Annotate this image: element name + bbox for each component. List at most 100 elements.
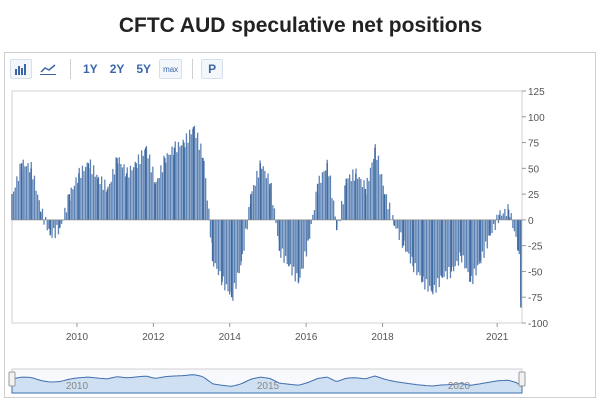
data-bar: [224, 219, 226, 291]
data-bar: [478, 219, 480, 264]
range-1y-button[interactable]: 1Y: [83, 62, 98, 76]
data-point-bar: [211, 219, 214, 262]
data-bar: [64, 207, 66, 220]
chart-title: CFTC AUD speculative net positions: [118, 14, 483, 37]
data-bar: [427, 219, 429, 292]
data-bar: [193, 125, 196, 220]
navigator-handle[interactable]: [518, 371, 526, 387]
data-bar: [513, 219, 516, 232]
data-bar: [352, 169, 354, 220]
data-bar: [257, 177, 260, 220]
data-bar: [14, 187, 16, 220]
data-bar: [366, 177, 368, 220]
print-button[interactable]: P: [201, 59, 224, 79]
data-point-bar: [192, 127, 195, 220]
data-bar: [333, 200, 335, 220]
data-bar: [449, 219, 452, 279]
data-bar: [293, 219, 295, 267]
data-point-bar: [259, 163, 262, 220]
data-bar: [456, 219, 458, 261]
y-tick-label: 75: [528, 139, 540, 150]
data-bar: [281, 219, 284, 249]
data-bar: [104, 179, 106, 220]
data-point-bar: [230, 219, 233, 298]
data-bar: [312, 214, 314, 220]
data-bar: [141, 150, 143, 220]
data-bar: [179, 146, 181, 220]
data-bar: [109, 183, 111, 220]
data-bar: [360, 178, 362, 220]
data-bar: [453, 219, 455, 272]
data-bar: [198, 149, 200, 220]
data-point-bar: [441, 219, 443, 277]
data-bar: [147, 158, 149, 220]
data-bar: [472, 219, 474, 285]
data-bar: [323, 171, 325, 220]
data-point-bar: [402, 219, 405, 246]
data-point-bar: [431, 219, 433, 293]
data-bar: [385, 194, 388, 220]
data-bar: [485, 219, 487, 242]
data-point-bar: [68, 194, 71, 220]
data-bar: [264, 170, 266, 220]
data-bar: [304, 219, 306, 252]
data-point-bar: [78, 173, 80, 220]
data-bar: [400, 219, 402, 233]
data-point-bar: [173, 147, 176, 220]
data-bar: [145, 146, 148, 220]
data-bar: [86, 162, 88, 220]
x-tick-label: 2021: [486, 332, 509, 343]
data-point-bar: [498, 214, 500, 220]
data-bar: [115, 157, 117, 220]
data-bar: [73, 185, 76, 220]
navigator-handle[interactable]: [8, 371, 16, 387]
x-tick-label: 2016: [295, 332, 318, 343]
data-bar: [454, 219, 456, 267]
data-point-bar: [11, 194, 13, 220]
data-bar: [177, 142, 180, 220]
data-point-bar: [517, 219, 519, 251]
data-bar: [232, 219, 234, 301]
data-point-bar: [316, 183, 319, 220]
range-5y-button[interactable]: 5Y: [136, 62, 152, 76]
data-point-bar: [240, 219, 242, 262]
data-bar: [270, 182, 272, 220]
data-bar: [291, 219, 293, 276]
data-bar: [149, 154, 151, 220]
data-bar: [467, 219, 469, 273]
x-tick-label: 2012: [142, 332, 165, 343]
data-bar: [334, 216, 336, 220]
data-bar: [411, 219, 413, 257]
range-max-button[interactable]: max: [159, 59, 183, 79]
data-bar: [187, 142, 189, 220]
data-bar: [429, 219, 431, 286]
line-chart-icon[interactable]: [36, 59, 60, 79]
range-2y-button[interactable]: 2Y: [109, 62, 125, 76]
data-bar: [120, 163, 122, 220]
data-bar: [382, 185, 384, 220]
data-bar: [241, 219, 244, 255]
data-bar: [158, 178, 160, 220]
data-bar: [118, 157, 120, 220]
data-bar: [139, 163, 141, 220]
bar-chart-icon[interactable]: [10, 59, 32, 79]
data-bar: [237, 219, 239, 273]
data-bar: [195, 137, 197, 220]
data-bar: [262, 166, 264, 220]
data-bar: [510, 213, 512, 220]
data-bar: [125, 176, 127, 220]
data-bar: [473, 219, 476, 269]
data-point-bar: [164, 158, 166, 220]
data-point-bar: [469, 219, 472, 282]
data-point-bar: [154, 183, 156, 220]
data-bar: [398, 219, 400, 241]
data-bar: [81, 165, 84, 220]
data-bar: [379, 174, 381, 220]
data-bar: [464, 219, 466, 269]
x-tick-label: 2014: [219, 332, 242, 343]
data-bar: [137, 154, 140, 220]
data-point-bar: [288, 219, 290, 267]
data-bar: [328, 176, 330, 220]
data-bar: [153, 182, 156, 220]
data-bar: [45, 216, 47, 220]
